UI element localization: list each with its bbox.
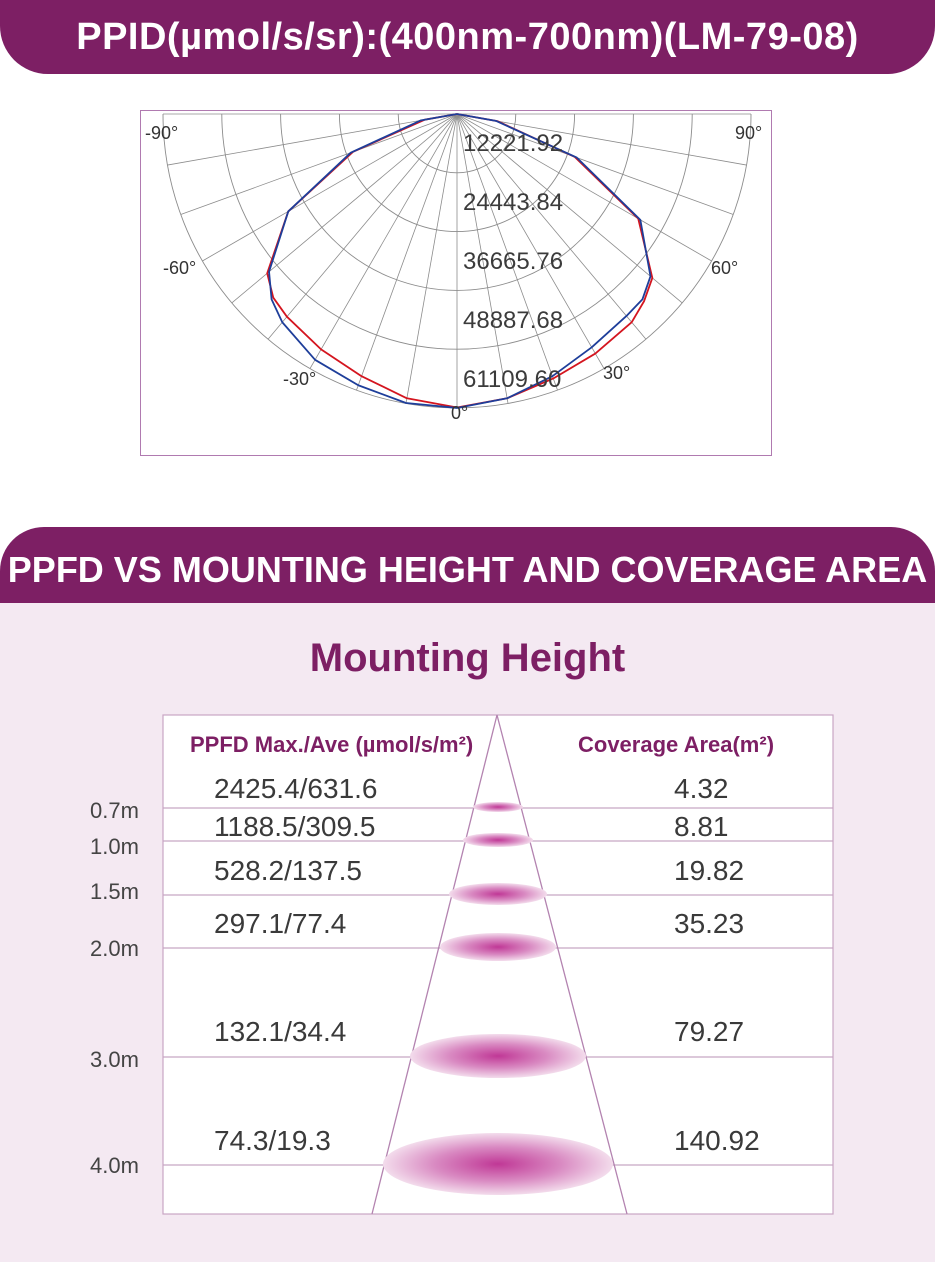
light-cone — [371, 714, 628, 1215]
polar-grid-spoke — [456, 113, 605, 369]
radial-label: 36665.76 — [463, 248, 563, 275]
mounting-height-title: Mounting Height — [309, 636, 626, 680]
radial-labels: 12221.92 24443.84 36665.76 48887.68 6110… — [463, 130, 563, 393]
row-height-label: 1.0m — [90, 834, 139, 859]
polar-chart: -90° 90° -60° 60° -30° 30° 0° 12221.92 2… — [145, 113, 762, 423]
light-spots — [383, 802, 613, 1195]
ppfd-table-frame — [162, 714, 834, 1215]
angle-label-pos30: 30° — [603, 363, 630, 383]
polar-series-line-2 — [268, 113, 652, 409]
polar-grid-spoke — [202, 113, 458, 262]
row-height-label: 0.7m — [90, 798, 139, 823]
polar-grid-spoke — [456, 113, 712, 262]
radial-label: 61109.60 — [463, 366, 561, 393]
polar-chart-title: PPID(µmol/s/sr):(400nm-700nm)(LM-79-08) — [76, 15, 859, 58]
row-ppfd-value: 74.3/19.3 — [214, 1125, 331, 1156]
angle-label-pos90: 90° — [735, 123, 762, 143]
col-header-ppfd: PPFD Max./Ave (µmol/s/m²) — [190, 732, 473, 757]
light-spot — [383, 1133, 613, 1195]
row-area-value: 140.92 — [674, 1125, 760, 1156]
ppfd-section-title: PPFD VS MOUNTING HEIGHT AND COVERAGE ARE… — [7, 549, 928, 590]
polar-grid-spoke — [267, 113, 458, 340]
polar-series-line-1 — [266, 113, 654, 409]
polar-grid-spoke — [167, 113, 458, 166]
polar-series — [266, 113, 654, 409]
col-header-area: Coverage Area(m²) — [578, 732, 774, 757]
polar-chart-frame: -90° 90° -60° 60° -30° 30° 0° 12221.92 2… — [140, 110, 772, 456]
angle-label-neg90: -90° — [145, 123, 178, 143]
row-ppfd-value: 132.1/34.4 — [214, 1016, 346, 1047]
row-ppfd-value: 1188.5/309.5 — [214, 811, 375, 842]
polar-grid-spoke — [456, 113, 509, 404]
light-spot — [449, 883, 547, 905]
light-spot — [473, 802, 523, 812]
row-text: 0.7m 2425.4/631.6 4.32 1.0m 1188.5/309.5 8.81… — [90, 773, 760, 1178]
light-spot — [410, 1034, 586, 1078]
row-ppfd-value: 528.2/137.5 — [214, 855, 362, 886]
light-spot — [463, 833, 533, 847]
row-area-value: 79.27 — [674, 1016, 744, 1047]
row-area-value: 19.82 — [674, 855, 744, 886]
row-ppfd-value: 297.1/77.4 — [214, 908, 346, 939]
radial-label: 12221.92 — [463, 130, 563, 157]
row-height-label: 4.0m — [90, 1153, 139, 1178]
light-spot — [440, 933, 556, 961]
polar-grid — [162, 113, 752, 409]
polar-grid-spoke — [405, 113, 458, 404]
cone-left-edge — [371, 714, 498, 1215]
row-area-value: 4.32 — [674, 773, 729, 804]
polar-chart-title-banner: PPID(µmol/s/sr):(400nm-700nm)(LM-79-08) — [0, 0, 935, 74]
polar-grid-spoke — [456, 113, 683, 304]
row-height-label: 3.0m — [90, 1047, 139, 1072]
polar-grid-spoke — [456, 113, 747, 166]
row-height-label: 2.0m — [90, 936, 139, 961]
polar-grid-spoke — [456, 113, 558, 391]
angle-label-neg30: -30° — [283, 369, 316, 389]
cone-right-edge — [496, 714, 628, 1215]
row-area-value: 8.81 — [674, 811, 729, 842]
radial-label: 48887.68 — [463, 307, 563, 334]
angle-label-pos60: 60° — [711, 258, 738, 278]
polar-grid-spoke — [456, 113, 734, 215]
angle-label-zero: 0° — [451, 403, 468, 423]
ppfd-section-banner: PPFD VS MOUNTING HEIGHT AND COVERAGE ARE… — [0, 527, 935, 603]
polar-grid-spoke — [356, 113, 458, 391]
row-ppfd-value: 2425.4/631.6 — [214, 773, 378, 804]
polar-grid-spoke — [456, 113, 647, 340]
polar-grid-spoke — [231, 113, 458, 304]
ppfd-table: PPFD Max./Ave (µmol/s/m²) Coverage Area(… — [90, 714, 834, 1215]
angle-label-neg60: -60° — [163, 258, 196, 278]
radial-label: 24443.84 — [463, 189, 563, 216]
row-height-label: 1.5m — [90, 879, 139, 904]
polar-grid-spoke — [180, 113, 458, 215]
row-area-value: 35.23 — [674, 908, 744, 939]
polar-grid-spoke — [309, 113, 458, 369]
